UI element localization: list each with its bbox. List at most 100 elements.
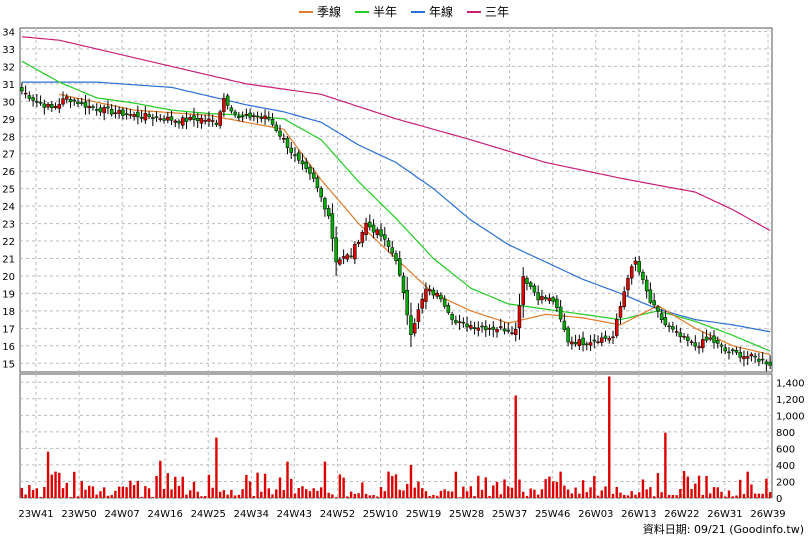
volume-bar [46,451,50,498]
candle-up [517,305,522,329]
data-date-footer: 資料日期: 09/21 (Goodinfo.tw) [642,523,804,536]
volume-bar [492,485,495,498]
volume-bar [398,489,401,498]
volume-bar [271,494,274,498]
volume-bar [727,490,731,498]
candle-down [442,298,447,307]
candle-up [222,97,226,113]
candle-down [151,117,155,119]
x-tick-label: 24W34 [234,509,269,520]
candle-up [203,120,207,122]
volume-bar [724,496,727,498]
candle-down [566,327,570,343]
candle-down [671,326,675,330]
volume-bar [716,487,719,498]
candle-up [697,346,701,349]
volume-tick-label: 600 [776,444,795,455]
candle-down [31,97,35,101]
volume-bar [544,479,547,498]
volume-bar [372,494,375,498]
volume-bar [548,476,551,498]
volume-bar [454,471,458,498]
candle-up [701,339,705,349]
candle-down [397,258,402,276]
volume-bar [192,481,196,498]
candle-down [147,114,151,118]
volume-bar [503,479,506,498]
volume-bar [102,487,106,498]
volume-bar [364,493,368,498]
candle-down [233,111,237,115]
candle-up [749,353,754,357]
candle-down [491,326,496,330]
candle-down [648,289,653,303]
volume-bar [402,490,405,498]
volume-bar [245,475,248,498]
volume-bar [144,486,147,498]
volume-bar [409,464,413,498]
volume-bar [753,493,757,498]
candle-up [521,276,525,305]
candle-down [192,115,196,120]
candle-up [102,107,106,114]
candle-down [184,117,189,122]
volume-bar [80,481,83,498]
candle-up [244,114,249,116]
candle-up [356,242,361,245]
volume-bar [447,491,450,498]
volume-bar [170,489,173,498]
candle-down [214,122,219,125]
volume-bar [514,395,517,498]
candle-down [278,130,282,137]
volume-bar [76,496,80,498]
candle-down [229,107,234,112]
volume-bar [241,489,244,498]
price-tick-label: 34 [2,27,15,38]
candle-down [162,118,166,121]
volume-bar [533,489,536,498]
volume-bar [151,497,155,498]
candle-down [300,160,305,165]
candle-down [237,115,241,118]
candle-up [614,319,619,336]
volume-bar [667,495,671,498]
candle-down [390,247,395,254]
candle-down [723,347,727,352]
candle-up [420,298,424,309]
volume-bar [218,491,222,498]
volume-bar [731,496,734,498]
volume-bar [211,487,214,498]
volume-bar [256,472,259,498]
volume-bar [342,477,345,498]
price-tick-label: 24 [2,202,15,213]
legend-label: 年線 [429,5,454,19]
candle-down [727,351,731,354]
candle-up [495,329,499,333]
volume-bar [593,476,596,498]
volume-bar [634,494,637,498]
volume-bar [282,490,285,498]
volume-bar [275,489,278,498]
candle-up [607,338,612,341]
volume-bar [578,493,581,498]
volume-bar [166,473,169,498]
volume-bar [499,494,502,498]
volume-bar [645,489,648,498]
candle-down [267,117,271,120]
volume-tick-label: 1,000 [776,411,805,422]
volume-bar [50,474,54,498]
volume-bar [495,481,499,498]
volume-bar [589,487,592,498]
candle-down [484,326,488,331]
candle-down [603,335,608,339]
candle-up [375,229,380,235]
legend-label: 季線 [316,5,341,19]
volume-bar [518,479,521,498]
candle-down [764,361,769,365]
volume-bar [555,481,559,498]
candle-down [76,101,80,105]
volume-bar [574,487,577,498]
volume-tick-label: 1,200 [776,395,805,406]
x-tick-label: 26W03 [578,509,613,520]
price-tick-label: 26 [2,167,15,178]
